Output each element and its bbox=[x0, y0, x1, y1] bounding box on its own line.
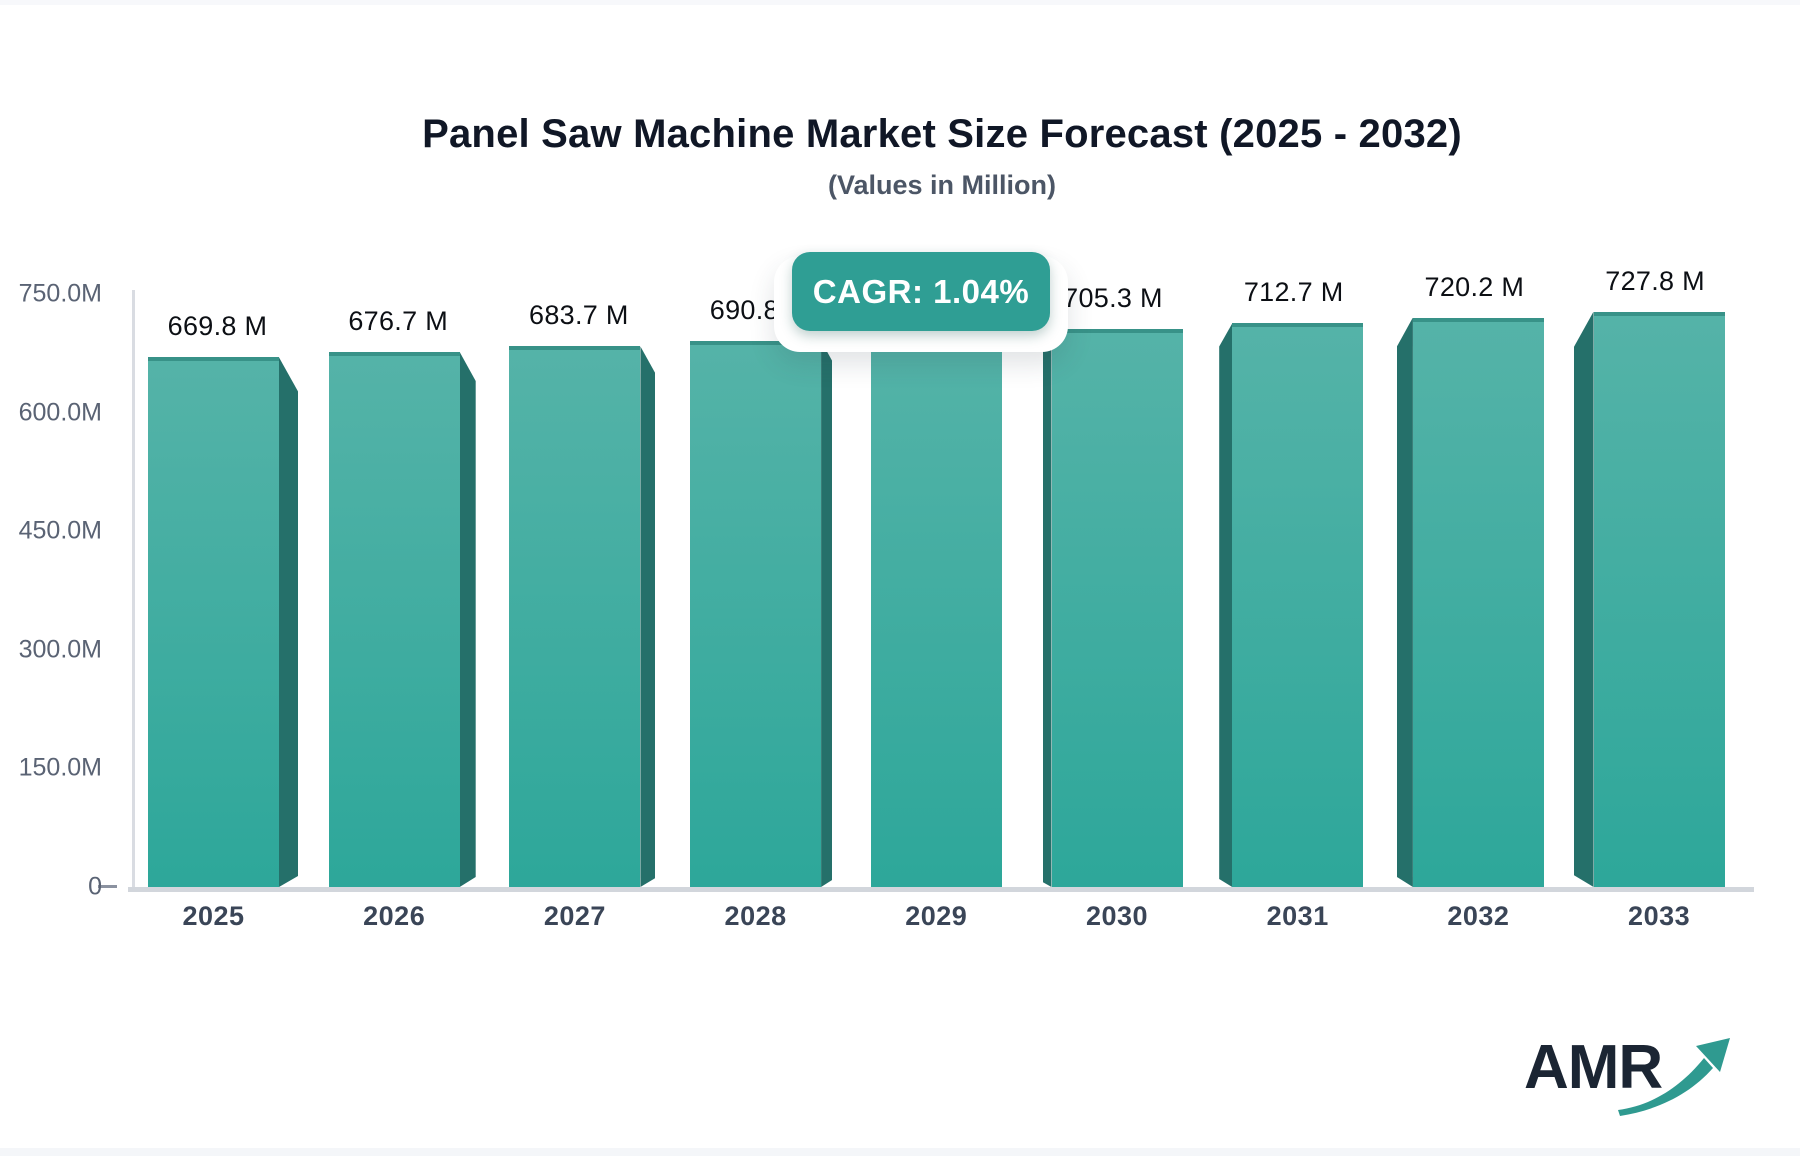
x-category-label-2032: 2032 bbox=[1447, 901, 1510, 931]
x-axis-line bbox=[128, 887, 1754, 892]
amr-logo: AMR bbox=[1524, 1032, 1734, 1118]
bar-top-face bbox=[509, 346, 641, 351]
bar-2033 bbox=[1593, 311, 1725, 887]
y-tick-label-150.0M: 150.0M bbox=[18, 753, 102, 782]
bar-side-face-2026 bbox=[460, 352, 476, 887]
bar-value-label-2025: 669.8 M bbox=[167, 311, 268, 342]
bar-top-face bbox=[1412, 317, 1544, 322]
bar-side-face-2025 bbox=[279, 357, 298, 887]
bar-2030 bbox=[1051, 329, 1183, 887]
x-category-label-2026: 2026 bbox=[363, 901, 426, 931]
bar-side-face-2027 bbox=[640, 346, 655, 887]
chart-title: Panel Saw Machine Market Size Forecast (… bbox=[422, 112, 1462, 156]
y-tick-label-300.0M: 300.0M bbox=[18, 635, 102, 664]
growth-arrow-icon bbox=[1618, 1038, 1730, 1116]
bar-value-label-2033: 727.8 M bbox=[1605, 265, 1705, 296]
bar-2026 bbox=[328, 351, 460, 887]
bar-value-label-2031: 712.7 M bbox=[1243, 277, 1344, 308]
bar-top-face bbox=[1051, 329, 1183, 334]
amr-logo-text: AMR bbox=[1524, 1033, 1663, 1102]
bar-2031 bbox=[1232, 323, 1364, 887]
x-category-label-2031: 2031 bbox=[1266, 901, 1329, 931]
x-category-label-2033: 2033 bbox=[1628, 901, 1691, 931]
bar-2029 bbox=[870, 335, 1002, 887]
cagr-badge: CAGR: 1.04% bbox=[792, 252, 1050, 331]
bar-2027 bbox=[509, 346, 641, 887]
x-category-label-2029: 2029 bbox=[905, 901, 968, 931]
bar-top-face bbox=[1232, 323, 1364, 328]
bar-side-face-2032 bbox=[1397, 318, 1413, 887]
zero-tick-mark bbox=[98, 885, 117, 888]
bottom-edge-strip bbox=[0, 1148, 1800, 1156]
bar-side-face-2030 bbox=[1043, 329, 1052, 887]
bar-top-face bbox=[1593, 311, 1725, 316]
x-category-label-2028: 2028 bbox=[724, 901, 787, 931]
bar-2028 bbox=[690, 340, 822, 887]
y-tick-label-750.0M: 750.0M bbox=[18, 279, 102, 308]
bar-side-face-2028 bbox=[821, 341, 832, 887]
bar-2025 bbox=[148, 357, 279, 887]
x-category-label-2025: 2025 bbox=[182, 901, 245, 931]
cagr-badge-label: CAGR: 1.04% bbox=[812, 272, 1030, 310]
y-tick-label-600.0M: 600.0M bbox=[18, 398, 102, 427]
x-category-label-2027: 2027 bbox=[543, 901, 606, 931]
chart-subtitle: (Values in Million) bbox=[827, 170, 1057, 200]
bar-side-face-2031 bbox=[1219, 323, 1232, 887]
bar-2032 bbox=[1412, 317, 1544, 887]
y-tick-label-0: 0 bbox=[88, 872, 102, 901]
bar-top-face bbox=[328, 351, 460, 356]
bar-top-face bbox=[690, 340, 822, 345]
bar-value-label-2026: 676.7 M bbox=[348, 305, 449, 336]
top-edge-strip bbox=[0, 0, 1800, 5]
bar-side-face-2033 bbox=[1574, 312, 1594, 887]
y-axis-line bbox=[132, 290, 135, 891]
bar-value-label-2032: 720.2 M bbox=[1424, 271, 1525, 302]
bar-value-label-2030: 705.3 M bbox=[1063, 283, 1163, 314]
bar-top-face bbox=[148, 357, 279, 362]
x-category-label-2030: 2030 bbox=[1085, 901, 1149, 931]
y-tick-label-450.0M: 450.0M bbox=[18, 516, 102, 545]
bar-value-label-2027: 683.7 M bbox=[529, 300, 629, 331]
